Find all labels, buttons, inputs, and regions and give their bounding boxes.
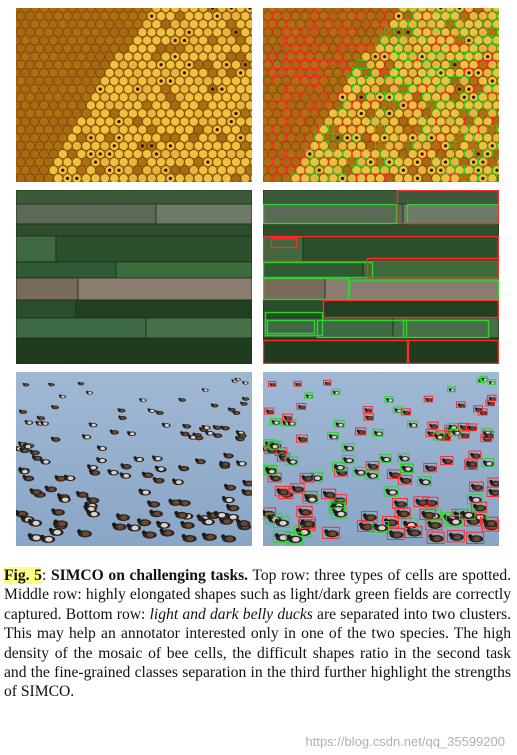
ducks-image — [16, 372, 252, 546]
fields-annotated-image — [263, 190, 499, 364]
honeycomb-annotated-image — [263, 8, 499, 182]
honeycomb-image — [16, 8, 252, 182]
caption-separator: : — [41, 567, 51, 584]
caption-text-2: are separated into two clusters. This ma… — [4, 605, 511, 701]
figure-caption: Fig. 5: SIMCO on challenging tasks. Top … — [4, 566, 511, 702]
fields-image — [16, 190, 252, 364]
caption-text-1: Top row: three types of cells are spotte… — [4, 567, 512, 623]
watermark: https://blog.csdn.net/qq_35599200 — [305, 734, 506, 749]
figure-label: Fig. 5 — [4, 567, 42, 584]
caption-title: SIMCO on challenging tasks. — [50, 567, 249, 584]
caption-italic: light and dark belly ducks — [149, 605, 313, 623]
ducks-annotated-image — [263, 372, 499, 546]
